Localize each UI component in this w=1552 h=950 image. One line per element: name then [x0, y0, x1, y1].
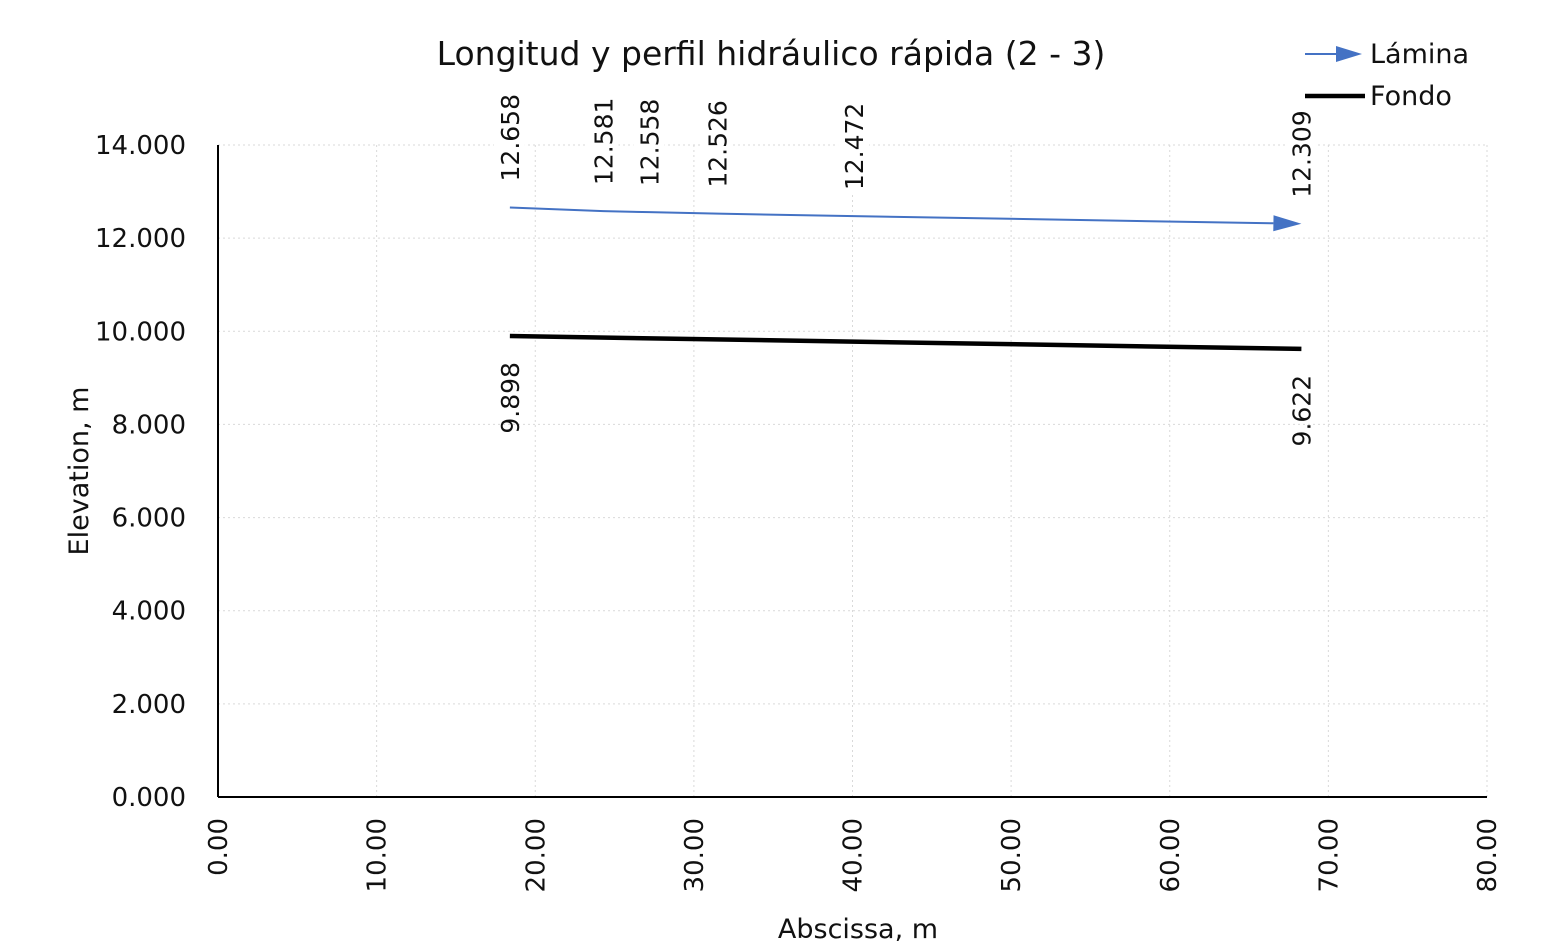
legend-lamina-arrow-icon [1336, 46, 1362, 62]
data-label-lamina: 12.581 [589, 98, 618, 185]
x-tick-label: 0.00 [204, 818, 234, 876]
data-label-bg [701, 98, 733, 190]
x-tick-label: 10.00 [363, 818, 393, 892]
x-tick-label: 20.00 [521, 818, 551, 892]
chart-title: Longitud y perfil hidráulico rápida (2 -… [437, 34, 1106, 73]
y-tick-label: 10.000 [95, 317, 186, 347]
x-tick-label: 80.00 [1473, 818, 1503, 892]
data-label-lamina: 12.472 [840, 103, 869, 190]
data-label-fondo: 9.898 [496, 362, 525, 434]
series-lamina-line [509, 206, 1274, 225]
x-tick-label: 60.00 [1156, 818, 1186, 892]
data-label-lamina: 12.309 [1287, 110, 1316, 197]
y-axis-title: Elevation, m [64, 387, 95, 556]
x-tick-label: 70.00 [1314, 818, 1344, 892]
data-labels: 12.658 12.581 12.558 12.526 12.472 12.309 9.89… [493, 92, 1317, 447]
y-tick-label: 4.000 [112, 597, 186, 627]
data-label-fondo: 9.622 [1287, 375, 1316, 447]
series-layer [509, 206, 1302, 352]
legend-item-fondo: Fondo [1305, 81, 1452, 112]
y-tick-label: 6.000 [112, 504, 186, 534]
x-tick-label: 30.00 [680, 818, 710, 892]
series-lamina-arrow-icon [1273, 215, 1302, 232]
data-label-lamina: 12.658 [496, 94, 525, 181]
data-label-bg [838, 100, 870, 193]
y-tick-label: 12.000 [95, 224, 186, 254]
legend-lamina-label: Lámina [1370, 39, 1469, 70]
data-label-bg [587, 95, 619, 188]
gridlines [218, 144, 1488, 797]
series-fondo-line [509, 333, 1302, 352]
data-label-lamina: 12.558 [635, 99, 664, 186]
x-tick-label: 50.00 [997, 818, 1027, 892]
y-tick-label: 0.000 [112, 783, 186, 813]
data-label-bg [1285, 108, 1317, 200]
axes: 0.00 10.00 20.00 30.00 40.00 50.00 60.00 70.00 8… [95, 131, 1503, 892]
data-label-bg [493, 92, 525, 184]
legend-fondo-label: Fondo [1370, 81, 1452, 112]
y-tick-label: 8.000 [112, 410, 186, 440]
x-tick-label: 40.00 [839, 818, 869, 892]
y-tick-label: 2.000 [112, 690, 186, 720]
legend-item-lamina: Lámina [1305, 39, 1469, 70]
data-label-lamina: 12.526 [704, 100, 733, 187]
x-axis-title: Abscissa, m [778, 914, 938, 945]
y-tick-label: 14.000 [95, 131, 186, 161]
legend: Lámina Fondo [1305, 39, 1469, 112]
data-label-bg [633, 96, 665, 189]
